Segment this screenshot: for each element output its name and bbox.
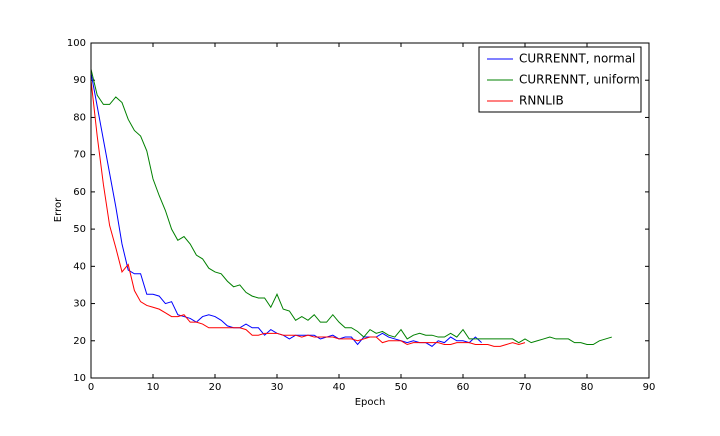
y-tick-label: 70 [73,150,86,161]
x-axis-label: Epoch [355,397,386,408]
x-tick-label: 70 [519,382,532,393]
x-tick-label: 30 [271,382,284,393]
x-tick-label: 90 [643,382,656,393]
plot-frame [90,42,650,379]
legend-label: RNNLIB [519,94,564,108]
x-tick-label: 10 [147,382,160,393]
y-axis-label: Error [53,197,64,222]
line-series [90,80,526,347]
line-series [90,68,612,345]
y-tick-label: 100 [67,38,86,49]
x-tick-label: 20 [209,382,222,393]
line-series [90,72,482,347]
legend-label: CURRENNT, uniform [519,73,640,87]
x-tick-label: 60 [457,382,470,393]
x-tick-label: 40 [333,382,346,393]
y-tick-label: 30 [73,299,86,310]
y-tick-label: 50 [73,224,86,235]
y-tick-label: 40 [73,261,86,272]
y-tick-label: 90 [73,75,86,86]
y-tick-label: 80 [73,112,86,123]
x-tick-label: 50 [395,382,408,393]
x-tick-label: 0 [88,382,94,393]
y-tick-label: 60 [73,187,86,198]
legend-label: CURRENNT, normal [519,52,635,66]
x-tick-label: 80 [581,382,594,393]
y-tick-label: 20 [73,336,86,347]
y-tick-label: 10 [73,373,86,384]
